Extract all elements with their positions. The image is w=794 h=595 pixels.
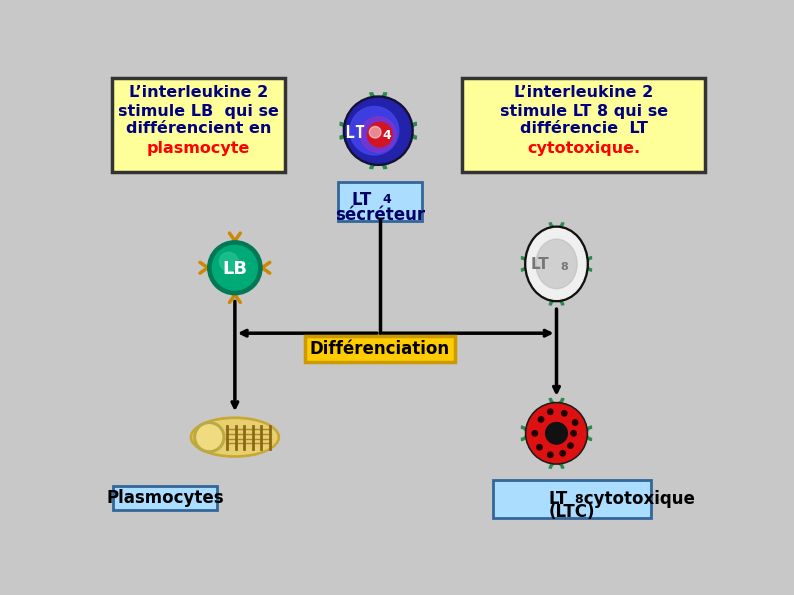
Text: Différenciation: Différenciation xyxy=(310,340,450,358)
Circle shape xyxy=(369,126,381,138)
Circle shape xyxy=(208,241,262,295)
Circle shape xyxy=(560,450,565,456)
Text: L’interleukine 2: L’interleukine 2 xyxy=(129,85,268,101)
Text: 4: 4 xyxy=(383,129,391,142)
Text: LT: LT xyxy=(530,257,553,272)
Ellipse shape xyxy=(536,239,577,289)
Circle shape xyxy=(537,444,542,450)
Circle shape xyxy=(568,443,573,448)
Ellipse shape xyxy=(525,226,588,302)
FancyBboxPatch shape xyxy=(493,480,651,518)
Circle shape xyxy=(548,409,553,415)
Text: (LTC): (LTC) xyxy=(549,503,596,521)
FancyBboxPatch shape xyxy=(114,486,217,511)
Text: sécréteur: sécréteur xyxy=(335,206,426,224)
Circle shape xyxy=(360,117,396,152)
Circle shape xyxy=(194,422,225,453)
Circle shape xyxy=(538,416,544,422)
Text: LT: LT xyxy=(345,124,375,142)
Text: 4: 4 xyxy=(383,193,391,206)
Text: LT: LT xyxy=(548,490,568,508)
FancyBboxPatch shape xyxy=(112,77,285,171)
FancyBboxPatch shape xyxy=(338,181,422,221)
Text: plasmocyte: plasmocyte xyxy=(147,140,250,156)
Text: différencie  LT: différencie LT xyxy=(519,121,648,136)
Circle shape xyxy=(532,431,538,436)
Circle shape xyxy=(526,402,588,464)
Text: Plasmocytes: Plasmocytes xyxy=(106,489,224,507)
Text: LT: LT xyxy=(352,191,377,209)
Circle shape xyxy=(545,422,568,444)
Ellipse shape xyxy=(527,228,586,299)
FancyBboxPatch shape xyxy=(462,77,705,171)
Circle shape xyxy=(219,252,238,271)
Ellipse shape xyxy=(191,417,279,457)
Ellipse shape xyxy=(193,420,277,455)
Circle shape xyxy=(197,425,222,449)
Circle shape xyxy=(548,452,553,458)
Circle shape xyxy=(345,98,410,163)
Circle shape xyxy=(368,122,392,147)
Text: cytotoxique.: cytotoxique. xyxy=(527,140,640,156)
Text: LB: LB xyxy=(222,259,248,277)
Text: 8: 8 xyxy=(561,262,569,272)
Text: stimule LT 8 qui se: stimule LT 8 qui se xyxy=(499,104,668,119)
Circle shape xyxy=(343,96,413,165)
Circle shape xyxy=(571,431,576,436)
Text: cytotoxique: cytotoxique xyxy=(578,490,695,508)
Circle shape xyxy=(572,420,578,425)
Text: différencient en: différencient en xyxy=(125,121,271,136)
Text: 8: 8 xyxy=(574,493,583,506)
Circle shape xyxy=(561,411,567,416)
Text: L’interleukine 2: L’interleukine 2 xyxy=(514,85,653,101)
Circle shape xyxy=(213,245,257,290)
Circle shape xyxy=(527,404,586,462)
Circle shape xyxy=(350,107,399,155)
Text: stimule LB  qui se: stimule LB qui se xyxy=(118,104,279,119)
FancyBboxPatch shape xyxy=(305,336,455,362)
